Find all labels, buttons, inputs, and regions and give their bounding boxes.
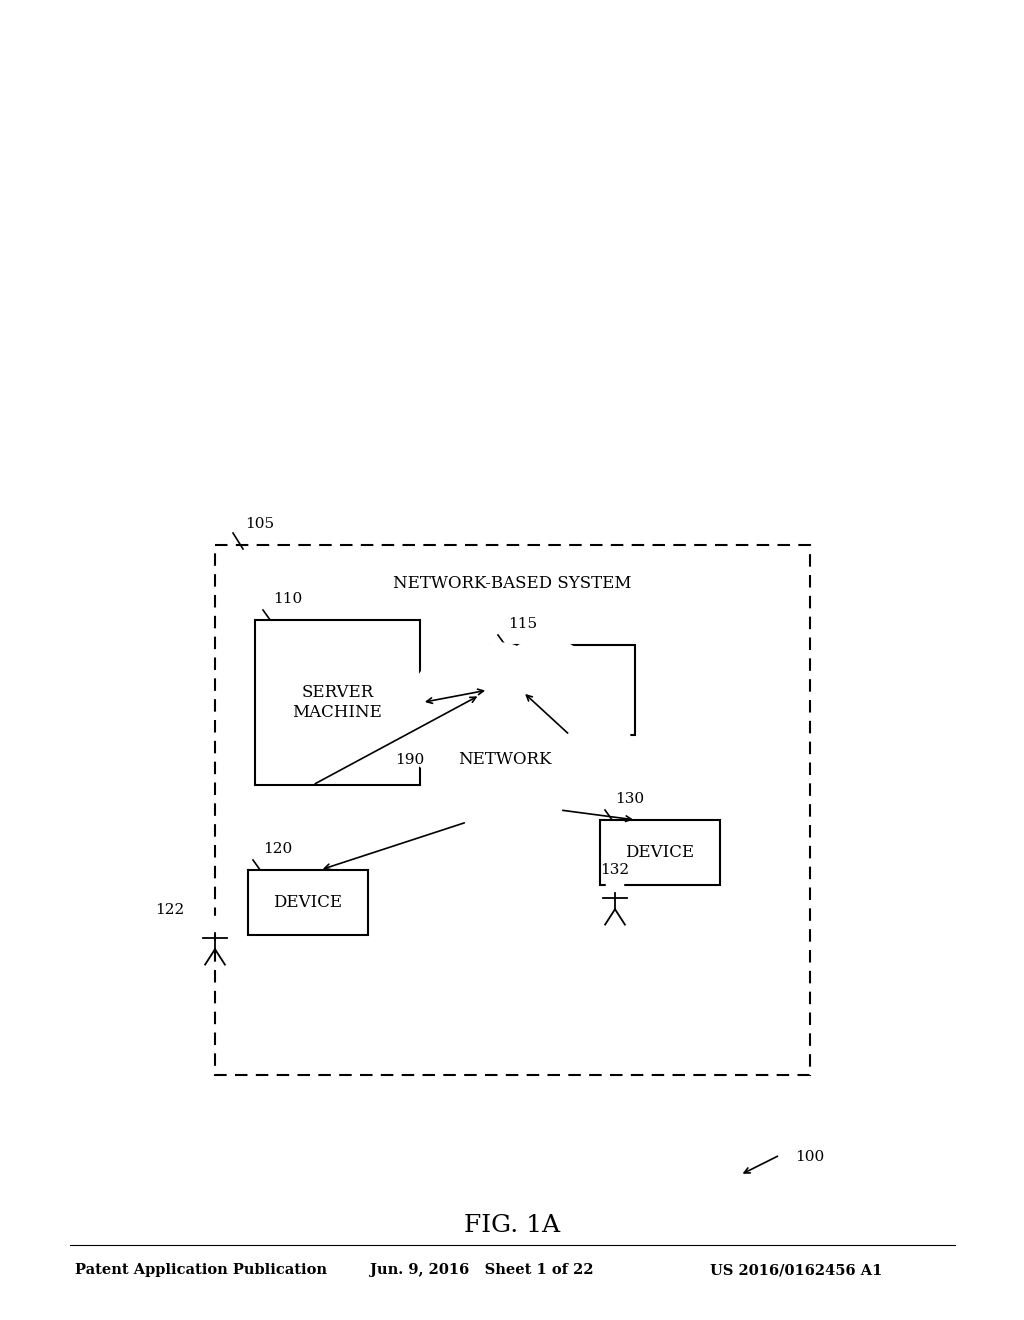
Text: NETWORK: NETWORK [459,751,552,768]
Circle shape [606,876,624,894]
Circle shape [458,643,542,727]
Text: 120: 120 [263,842,292,855]
Text: FIG. 1A: FIG. 1A [464,1213,560,1237]
Circle shape [495,638,595,738]
Circle shape [422,722,498,799]
Text: 132: 132 [600,863,629,876]
Text: 100: 100 [795,1150,824,1164]
Circle shape [527,730,603,807]
Circle shape [207,916,223,933]
Text: DATABASE: DATABASE [515,681,609,698]
Text: US 2016/0162456 A1: US 2016/0162456 A1 [710,1263,883,1276]
Circle shape [406,696,485,775]
Text: 130: 130 [615,792,644,807]
Text: 115: 115 [508,616,538,631]
Circle shape [452,737,528,813]
Text: Patent Application Publication: Patent Application Publication [75,1263,327,1276]
Circle shape [550,700,630,780]
Text: 110: 110 [273,591,302,606]
Text: 190: 190 [395,752,424,767]
Text: SERVER
MACHINE: SERVER MACHINE [293,684,382,721]
FancyBboxPatch shape [490,645,635,735]
FancyBboxPatch shape [248,870,368,935]
Text: DEVICE: DEVICE [273,894,343,911]
Text: NETWORK-BASED SYSTEM: NETWORK-BASED SYSTEM [393,574,632,591]
Text: Jun. 9, 2016   Sheet 1 of 22: Jun. 9, 2016 Sheet 1 of 22 [370,1263,594,1276]
Text: DEVICE: DEVICE [626,843,694,861]
Circle shape [450,705,560,814]
Text: 122: 122 [155,903,184,917]
Circle shape [543,663,627,747]
Circle shape [412,652,508,748]
Circle shape [490,738,570,818]
Text: 105: 105 [245,517,274,531]
FancyBboxPatch shape [255,620,420,785]
FancyBboxPatch shape [600,820,720,884]
